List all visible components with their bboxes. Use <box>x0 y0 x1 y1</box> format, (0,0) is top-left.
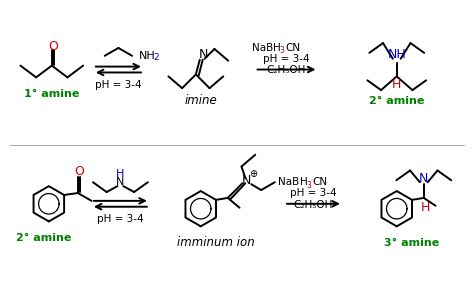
Text: N: N <box>242 174 251 187</box>
Text: 1° amine: 1° amine <box>24 89 80 99</box>
Text: pH = 3-4: pH = 3-4 <box>263 54 310 64</box>
Text: 3: 3 <box>280 47 284 55</box>
Text: 2° amine: 2° amine <box>16 233 72 243</box>
Text: C₂H₅OH: C₂H₅OH <box>294 200 333 210</box>
Text: imine: imine <box>184 95 217 108</box>
Text: NaB: NaB <box>252 43 273 53</box>
Text: NaB: NaB <box>278 177 300 187</box>
Text: 3° amine: 3° amine <box>384 238 439 248</box>
Text: pH = 3-4: pH = 3-4 <box>95 80 142 90</box>
Text: H: H <box>273 43 281 53</box>
Text: CN: CN <box>312 177 328 187</box>
Text: O: O <box>74 165 84 178</box>
Text: H: H <box>392 78 401 91</box>
Text: 2: 2 <box>154 53 159 62</box>
Text: H: H <box>116 169 125 179</box>
Text: ⊕: ⊕ <box>249 169 257 179</box>
Text: 2° amine: 2° amine <box>369 96 424 106</box>
Text: pH = 3-4: pH = 3-4 <box>290 188 337 198</box>
Text: N: N <box>199 48 209 61</box>
Text: H: H <box>421 201 430 214</box>
Text: NH: NH <box>387 48 406 61</box>
Text: O: O <box>48 40 58 53</box>
Text: pH = 3-4: pH = 3-4 <box>97 214 144 225</box>
Text: imminum ion: imminum ion <box>176 236 255 249</box>
Text: 3: 3 <box>307 181 311 190</box>
Text: N: N <box>116 177 125 187</box>
Text: C₂H₅OH: C₂H₅OH <box>267 64 306 75</box>
Text: N: N <box>419 172 428 185</box>
Text: H: H <box>300 177 308 187</box>
Text: NH: NH <box>139 51 156 61</box>
Text: CN: CN <box>285 43 301 53</box>
